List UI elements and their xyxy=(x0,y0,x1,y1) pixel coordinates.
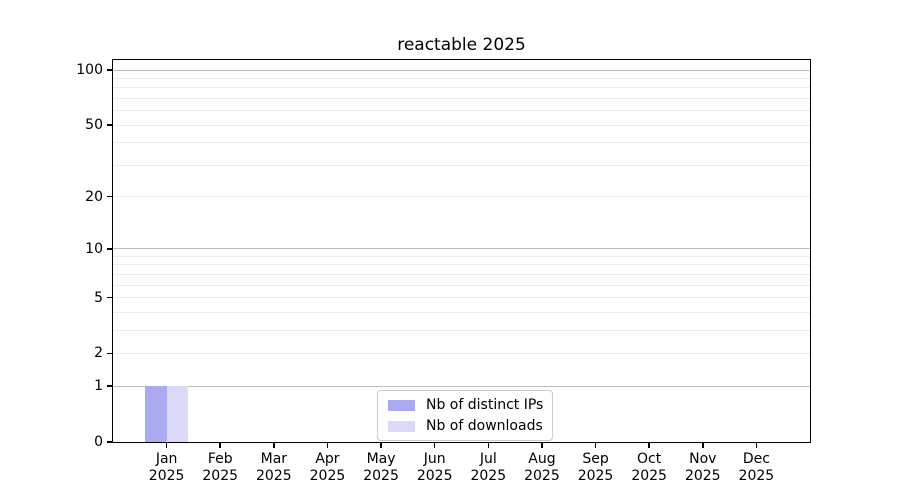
major-gridline xyxy=(113,69,810,71)
minor-gridline xyxy=(113,142,810,144)
minor-gridline xyxy=(113,87,810,89)
x-axis-tick-label: Apr 2025 xyxy=(309,451,346,484)
y-tick-mark xyxy=(106,69,113,71)
x-tick-mark xyxy=(755,442,758,448)
y-axis-tick-label: 0 xyxy=(94,434,103,450)
x-axis-tick-label: Jan 2025 xyxy=(148,451,185,484)
y-axis-tick-label: 50 xyxy=(85,117,103,134)
minor-gridline xyxy=(113,196,810,198)
y-tick-mark xyxy=(106,441,113,443)
legend-label-downloads: Nb of downloads xyxy=(426,418,543,434)
y-axis-tick-label: 5 xyxy=(94,289,103,306)
bar-downloads xyxy=(166,386,189,442)
bar-distinct-ips xyxy=(145,386,167,442)
minor-gridline xyxy=(113,264,810,266)
legend-swatch-distinct-ips-icon xyxy=(388,399,415,411)
x-axis-tick-label: Nov 2025 xyxy=(684,451,721,484)
minor-gridline xyxy=(113,110,810,112)
x-tick-mark xyxy=(326,442,329,448)
minor-gridline xyxy=(113,311,810,313)
legend: Nb of distinct IPs Nb of downloads xyxy=(377,390,554,441)
legend-item-distinct-ips: Nb of distinct IPs xyxy=(388,396,543,414)
x-axis-tick-label: Jul 2025 xyxy=(470,451,507,484)
major-gridline xyxy=(113,248,810,250)
y-tick-mark xyxy=(106,195,113,198)
plot-area: Nb of distinct IPs Nb of downloads xyxy=(113,60,810,442)
minor-gridline xyxy=(113,78,810,79)
y-axis-tick-label: 100 xyxy=(76,62,103,79)
x-tick-mark xyxy=(165,442,168,448)
y-tick-mark xyxy=(106,248,113,250)
minor-gridline xyxy=(113,284,810,286)
y-axis-tick-label: 20 xyxy=(85,188,103,205)
y-tick-mark xyxy=(106,385,113,387)
x-tick-mark xyxy=(487,442,490,448)
x-axis-tick-label: Oct 2025 xyxy=(631,451,667,484)
x-axis-tick-label: May 2025 xyxy=(363,451,399,484)
legend-item-downloads: Nb of downloads xyxy=(388,417,543,435)
major-gridline xyxy=(113,385,810,387)
x-tick-mark xyxy=(541,442,543,448)
minor-gridline xyxy=(113,297,810,299)
minor-gridline xyxy=(113,164,810,166)
x-axis-tick-label: Dec 2025 xyxy=(738,451,775,484)
chart-title: reactable 2025 xyxy=(397,35,526,55)
legend-swatch-downloads-icon xyxy=(388,420,415,432)
y-tick-mark xyxy=(106,352,113,355)
minor-gridline xyxy=(113,98,810,99)
legend-label-distinct-ips: Nb of distinct IPs xyxy=(426,397,544,413)
x-tick-mark xyxy=(702,442,704,448)
minor-gridline xyxy=(113,352,810,354)
minor-gridline xyxy=(113,273,810,275)
minor-gridline xyxy=(113,124,810,126)
x-axis-tick-label: Feb 2025 xyxy=(202,451,239,484)
x-tick-mark xyxy=(648,442,650,448)
x-axis-tick-label: Mar 2025 xyxy=(256,451,292,484)
x-tick-mark xyxy=(433,442,436,448)
x-tick-mark xyxy=(594,442,597,448)
y-axis-tick-label: 1 xyxy=(94,378,103,395)
y-tick-mark xyxy=(106,124,113,126)
y-axis-tick-label: 10 xyxy=(85,240,103,257)
x-axis-tick-label: Sep 2025 xyxy=(577,451,614,484)
x-tick-mark xyxy=(380,442,382,448)
y-tick-mark xyxy=(106,296,113,299)
x-axis-tick-label: Aug 2025 xyxy=(524,451,560,484)
x-tick-mark xyxy=(219,442,221,448)
minor-gridline xyxy=(113,255,810,257)
x-tick-mark xyxy=(273,442,275,448)
minor-gridline xyxy=(113,329,810,331)
y-axis-tick-label: 2 xyxy=(94,345,103,362)
x-axis-tick-label: Jun 2025 xyxy=(416,451,453,484)
